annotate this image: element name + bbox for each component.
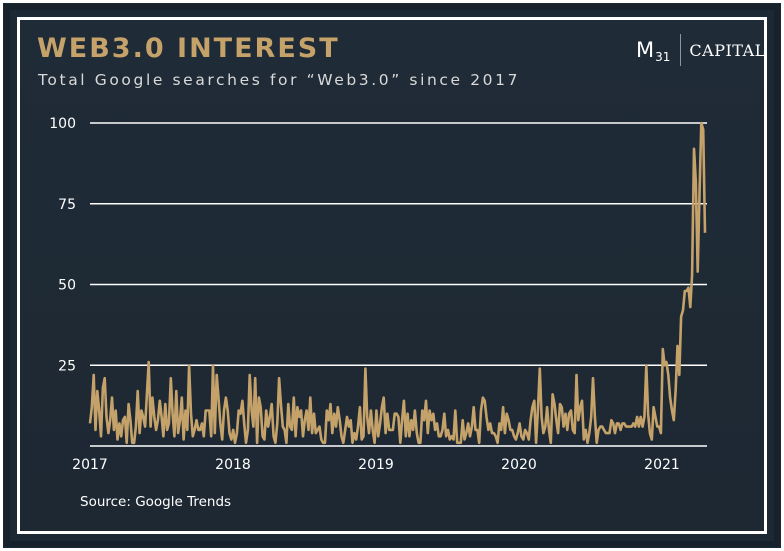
- m31-capital-logo: M 31 CAPITAL: [636, 34, 766, 66]
- logo-capital-text: CAPITAL: [689, 40, 766, 60]
- chart-subtitle: Total Google searches for “Web3.0” since…: [38, 71, 521, 89]
- y-tick-label: 50: [58, 278, 76, 294]
- y-tick-label: 75: [58, 197, 76, 213]
- series-line-web3-interest: [88, 121, 707, 445]
- chart-title: WEB3.0 INTEREST: [37, 33, 340, 64]
- x-tick-label: 2021: [644, 457, 680, 473]
- source-note: Source: Google Trends: [80, 494, 232, 510]
- logo-divider: [680, 34, 682, 66]
- logo-subscript: 31: [655, 50, 671, 64]
- logo-m-letter: M: [636, 38, 655, 62]
- x-tick-label: 2019: [358, 457, 394, 473]
- y-tick-label: 25: [58, 358, 76, 374]
- x-tick-label: 2018: [215, 457, 251, 473]
- x-tick-label: 2020: [501, 457, 537, 473]
- chart-panel: [17, 17, 767, 534]
- x-tick-label: 2017: [72, 457, 108, 473]
- y-tick-label: 100: [49, 116, 76, 132]
